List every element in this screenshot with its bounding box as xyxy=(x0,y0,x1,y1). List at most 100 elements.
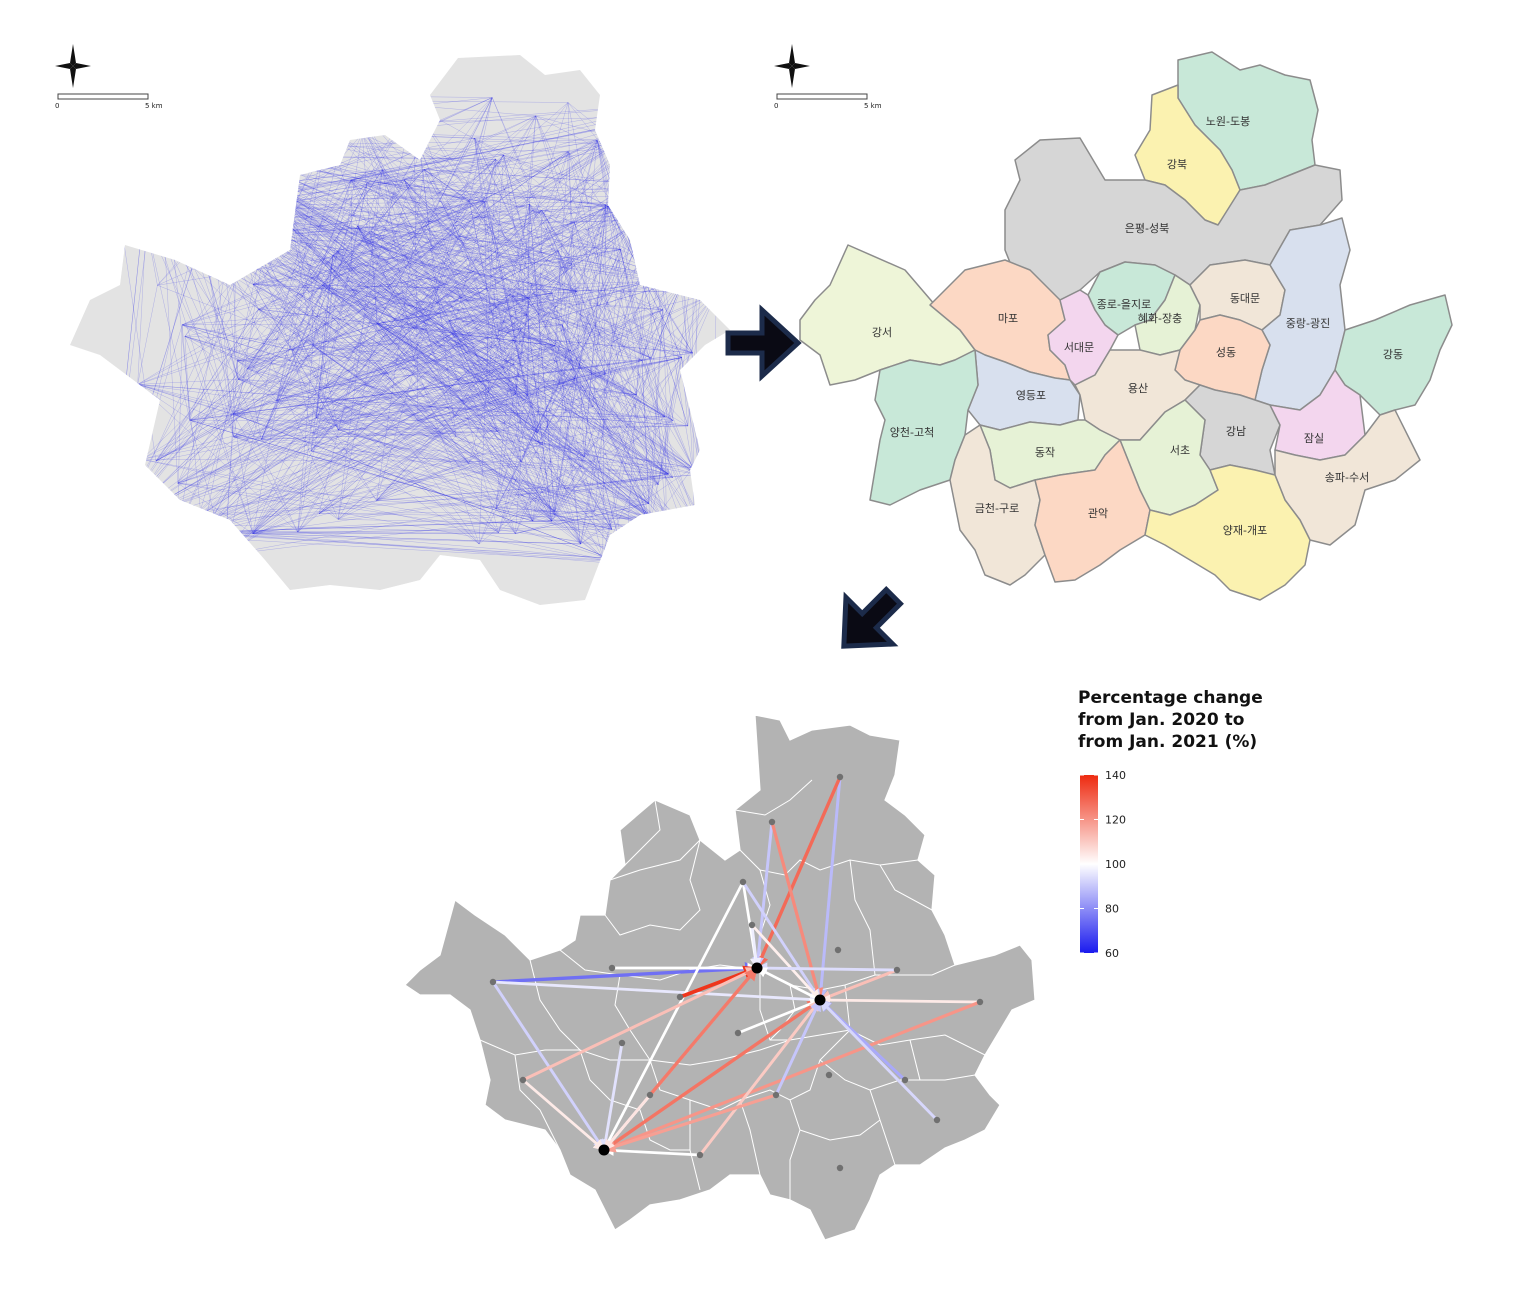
network-edge xyxy=(233,205,609,415)
network-edge xyxy=(515,503,649,534)
network-edge xyxy=(350,179,577,292)
network-edge xyxy=(111,527,204,535)
network-edge xyxy=(362,202,649,242)
network-edge xyxy=(468,395,528,464)
network-edge xyxy=(253,179,405,285)
network-edge xyxy=(292,349,313,434)
network-edge xyxy=(371,231,571,351)
network-edge xyxy=(322,285,643,361)
network-edge xyxy=(403,179,673,478)
network-edge xyxy=(449,280,649,321)
network-edge xyxy=(554,514,612,530)
network-edge xyxy=(238,379,651,526)
network-edge xyxy=(233,400,277,415)
network-edge xyxy=(236,204,603,558)
network-edge xyxy=(194,532,603,558)
network-edge xyxy=(286,190,503,368)
network-edge xyxy=(495,159,532,286)
network-edge xyxy=(531,284,577,292)
network-edge xyxy=(328,127,575,379)
network-edge xyxy=(311,277,664,311)
network-edge xyxy=(497,431,669,475)
network-edge xyxy=(312,323,378,346)
network-edge xyxy=(252,444,543,534)
network-edge xyxy=(262,196,453,335)
network-edge xyxy=(262,196,528,396)
network-edge xyxy=(513,340,515,365)
network-edge xyxy=(233,105,415,415)
network-edge xyxy=(532,263,573,522)
district-node xyxy=(646,1091,654,1099)
district-label: 성동 xyxy=(1216,346,1236,359)
network-edge xyxy=(502,367,538,433)
network-edge xyxy=(514,340,666,418)
network-edge xyxy=(253,204,530,285)
network-edge xyxy=(371,231,698,475)
district-node xyxy=(772,1091,780,1099)
network-edge xyxy=(495,285,532,509)
network-edge xyxy=(554,345,613,530)
network-edge xyxy=(367,182,572,265)
network-edge xyxy=(404,151,569,181)
network-edge xyxy=(189,360,643,421)
network-edge xyxy=(469,200,556,346)
network-edge xyxy=(338,429,650,518)
network-edge xyxy=(362,240,693,354)
network-edge xyxy=(177,429,339,484)
scale-distance-label: 5 km xyxy=(145,102,163,110)
network-edge xyxy=(512,295,698,475)
network-edge xyxy=(189,345,555,421)
network-edge xyxy=(287,202,684,281)
network-edge xyxy=(436,280,649,303)
network-edge xyxy=(233,364,514,438)
network-edge xyxy=(147,141,160,201)
network-edge xyxy=(233,425,688,438)
network-edge xyxy=(552,292,581,545)
network-edge xyxy=(515,314,528,394)
network-edge xyxy=(594,249,621,512)
network-edge xyxy=(226,153,693,469)
network-edge xyxy=(423,169,498,432)
seoul-base-shape xyxy=(70,55,730,605)
network-edge xyxy=(371,231,538,433)
network-edge xyxy=(362,240,682,358)
network-edge xyxy=(451,333,515,341)
network-edge xyxy=(449,298,529,321)
network-edge xyxy=(233,357,652,415)
network-edge xyxy=(137,379,239,385)
network-edge xyxy=(310,200,470,452)
network-edge xyxy=(469,201,498,338)
network-edge xyxy=(158,101,695,143)
network-edge xyxy=(253,284,664,311)
network-edge xyxy=(109,263,573,533)
network-edge xyxy=(592,206,609,407)
district-label: 양재-개포 xyxy=(1223,524,1267,537)
network-edge xyxy=(478,206,609,545)
network-edge xyxy=(474,138,528,315)
network-edge xyxy=(551,357,682,522)
network-edge xyxy=(403,179,530,299)
network-edge xyxy=(537,432,650,518)
network-edge xyxy=(261,400,277,440)
network-edge xyxy=(377,323,667,527)
network-edge xyxy=(137,384,688,427)
network-edge xyxy=(177,219,644,532)
flow-arrow xyxy=(491,980,822,1006)
district-node xyxy=(976,998,984,1006)
network-edge xyxy=(478,202,649,545)
legend-tick-label: 100 xyxy=(1105,858,1126,871)
network-edge xyxy=(111,291,577,529)
network-edge xyxy=(202,232,499,533)
network-edge xyxy=(452,332,669,475)
network-edge xyxy=(155,308,259,462)
network-edge xyxy=(376,415,455,501)
network-edge xyxy=(311,277,314,346)
network-edge xyxy=(602,292,717,558)
network-edge xyxy=(246,105,415,370)
network-edge xyxy=(246,368,262,440)
network-edge xyxy=(258,289,353,310)
flow-arrow xyxy=(602,1093,652,1152)
network-edge xyxy=(202,378,575,535)
network-edge xyxy=(312,364,514,434)
